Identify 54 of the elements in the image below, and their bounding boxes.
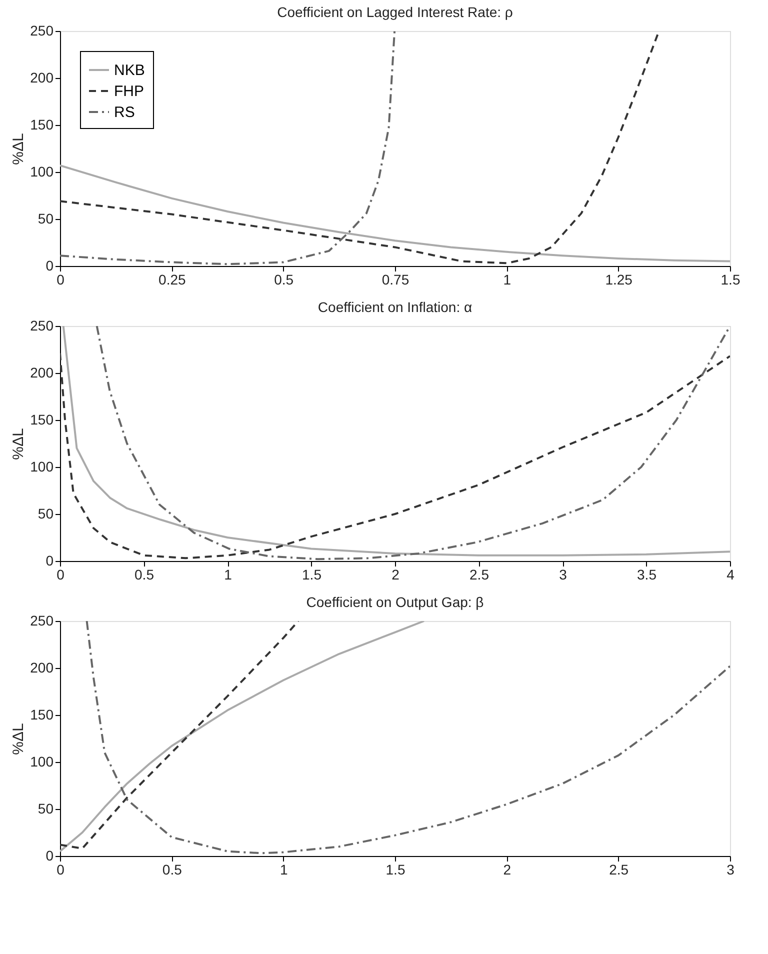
x-tick-label: 0.75 — [382, 272, 410, 288]
x-tick-label: 2.5 — [609, 862, 629, 878]
y-axis-title: %ΔL — [10, 723, 28, 755]
y-tick-label: 150 — [30, 412, 54, 428]
line-series — [60, 164, 730, 262]
y-tick-label: 200 — [30, 660, 54, 676]
y-tick-label: 50 — [38, 210, 54, 226]
x-tick-label: 0.25 — [158, 272, 186, 288]
y-tick-label: 0 — [46, 258, 54, 274]
x-tick-label: 0 — [56, 862, 65, 878]
x-tick-label: 2 — [503, 862, 512, 878]
x-tick-label: 0 — [56, 272, 65, 288]
x-tick-label: 1.25 — [605, 272, 633, 288]
chart-title: Coefficient on Inflation: α — [318, 299, 472, 315]
x-tick-label: 3 — [726, 862, 735, 878]
x-tick-label: 1.5 — [302, 566, 322, 582]
y-tick-label: 0 — [46, 848, 54, 864]
y-tick-label: 150 — [30, 706, 54, 722]
line-series — [86, 621, 730, 854]
y-tick-label: 250 — [30, 318, 54, 334]
y-tick-label: 50 — [38, 800, 54, 816]
x-tick-label: 3.5 — [637, 566, 657, 582]
y-tick-label: 100 — [30, 754, 54, 770]
x-tick-label: 1 — [280, 862, 288, 878]
chart-title: Coefficient on Output Gap: β — [306, 594, 484, 610]
x-tick-label: 1 — [224, 566, 232, 582]
y-axis-title: %ΔL — [10, 428, 28, 460]
y-tick-label: 200 — [30, 364, 54, 380]
y-tick-label: 100 — [30, 164, 54, 180]
legend-label: RS — [114, 104, 135, 121]
y-axis-title: %ΔL — [10, 133, 28, 165]
y-tick-label: 100 — [30, 458, 54, 474]
x-tick-label: 0.5 — [162, 862, 182, 878]
y-tick-label: 150 — [30, 116, 54, 132]
x-tick-label: 1 — [503, 272, 512, 288]
legend-label: NKB — [114, 62, 145, 79]
x-tick-label: 0.5 — [274, 272, 294, 288]
x-tick-label: 3 — [559, 566, 568, 582]
x-tick-label: 0 — [56, 566, 65, 582]
chart-title: Coefficient on Lagged Interest Rate: ρ — [277, 4, 513, 20]
line-series — [60, 621, 300, 850]
y-tick-label: 200 — [30, 70, 54, 86]
y-tick-label: 250 — [30, 22, 54, 38]
y-tick-label: 0 — [46, 552, 54, 568]
y-tick-label: 50 — [38, 506, 54, 522]
line-series — [60, 621, 426, 852]
x-tick-label: 1.5 — [720, 272, 740, 288]
x-tick-label: 2 — [392, 566, 400, 582]
x-tick-label: 1.5 — [386, 862, 406, 878]
x-tick-label: 0.5 — [134, 566, 154, 582]
x-tick-label: 2.5 — [470, 566, 490, 582]
x-tick-label: 4 — [726, 566, 735, 582]
y-tick-label: 250 — [30, 612, 54, 628]
legend-label: FHP — [114, 83, 144, 100]
